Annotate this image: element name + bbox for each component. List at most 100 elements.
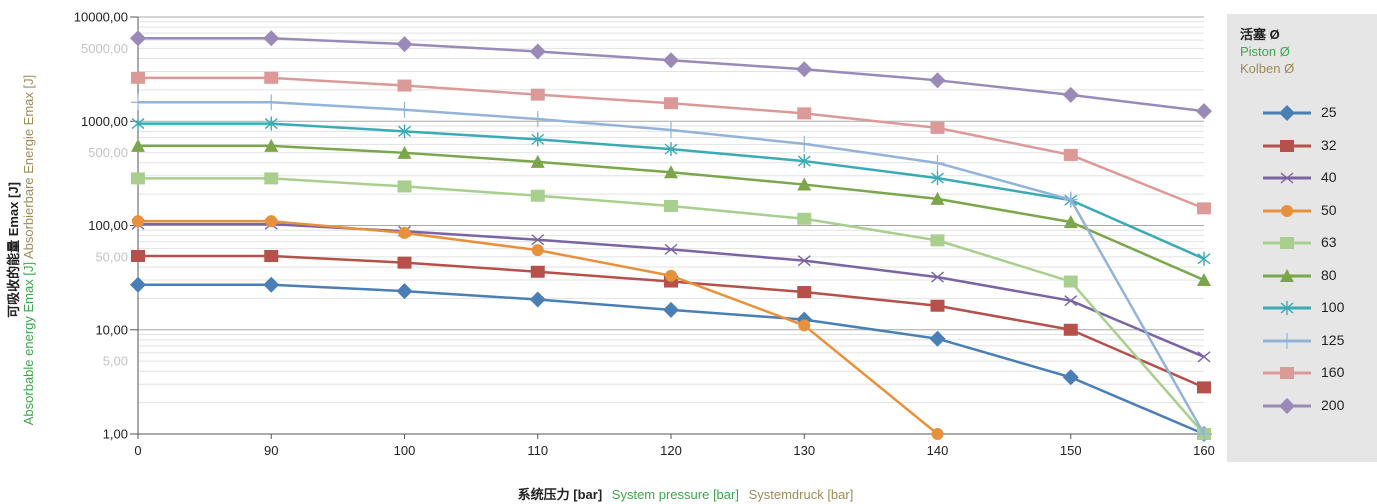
data-point <box>930 121 945 134</box>
legend-label: 50 <box>1321 201 1337 218</box>
y-tick-label-minor: 50,00 <box>95 249 128 264</box>
data-point <box>263 30 280 47</box>
legend-marker <box>1280 367 1294 379</box>
legend-item-80: 80 <box>1227 263 1377 289</box>
data-point <box>664 165 678 179</box>
x-tick-label: 100 <box>394 443 416 458</box>
legend-label: 63 <box>1321 234 1337 250</box>
data-point <box>131 172 145 185</box>
data-point <box>265 215 278 228</box>
legend-label: 32 <box>1321 136 1337 153</box>
legend-title-zh: 活塞 Ø <box>1240 27 1280 42</box>
data-point <box>929 72 946 89</box>
data-point <box>1197 381 1211 394</box>
y-tick-label: 10,00 <box>95 322 128 337</box>
y-tick-label-minor: 500,00 <box>88 145 128 160</box>
legend-item-50: 50 <box>1227 198 1377 224</box>
data-point <box>131 138 145 152</box>
x-tick-label: 0 <box>134 443 141 458</box>
data-point <box>1063 275 1078 288</box>
series-63 <box>131 172 1211 440</box>
data-point <box>397 180 412 193</box>
data-point <box>530 111 545 128</box>
data-point <box>1197 351 1211 363</box>
x-axis-label: 系统压力 [bar] System pressure [bar] Systemd… <box>0 484 1377 503</box>
data-point <box>530 265 545 278</box>
data-point <box>264 172 279 185</box>
legend-item-40: 40 <box>1227 165 1377 191</box>
data-point <box>930 191 945 205</box>
legend-marker <box>1281 204 1293 217</box>
legend-marker <box>1280 172 1294 184</box>
data-point <box>1062 86 1079 103</box>
data-point <box>1063 215 1078 229</box>
legend-item-125: 125 <box>1227 328 1377 354</box>
legend-label: 80 <box>1321 266 1337 283</box>
legend-marker <box>1280 268 1294 282</box>
data-point <box>1063 191 1078 208</box>
series-100 <box>131 116 1211 266</box>
data-point <box>132 215 144 228</box>
data-point <box>529 43 546 60</box>
x-axis-label-de: Systemdruck [bar] <box>748 487 854 502</box>
legend-swatch <box>1263 105 1311 121</box>
y-axis-label: 可吸收的能量 Emax [J] Absorbable energy Emax [… <box>6 30 46 470</box>
legend-marker <box>1280 237 1294 249</box>
series-125 <box>131 94 1211 442</box>
data-point <box>931 271 944 283</box>
legend-label: 125 <box>1321 331 1345 348</box>
data-point <box>931 428 944 440</box>
x-tick-label: 90 <box>264 443 278 458</box>
data-point <box>531 234 545 246</box>
x-tick-label: 140 <box>927 443 949 458</box>
legend-marker <box>1280 332 1294 349</box>
data-point <box>1196 103 1212 120</box>
legend-title-en: Piston Ø <box>1240 44 1290 59</box>
legend-title: 活塞 Ø Piston Ø Kolben Ø <box>1240 26 1294 77</box>
y-tick-label: 1000,00 <box>81 114 128 129</box>
data-point <box>398 226 411 239</box>
legend-item-25: 25 <box>1227 100 1377 126</box>
series-200 <box>130 30 1212 120</box>
x-tick-label: 160 <box>1193 443 1215 458</box>
y-tick-label-minor: 5,00 <box>103 354 128 369</box>
data-point <box>130 276 146 293</box>
data-point <box>397 79 412 92</box>
legend-item-32: 32 <box>1227 133 1377 159</box>
legend-swatch <box>1263 301 1311 315</box>
data-point <box>1197 202 1211 215</box>
data-point <box>1197 251 1211 266</box>
legend-label: 40 <box>1321 169 1337 185</box>
data-point <box>664 142 678 157</box>
legend-item-160: 160 <box>1227 360 1377 386</box>
legend-swatch <box>1263 332 1311 349</box>
y-tick-label: 10000,00 <box>74 10 128 25</box>
legend-label: 200 <box>1321 396 1345 413</box>
legend-swatch <box>1263 367 1311 379</box>
data-point <box>264 138 279 152</box>
legend: 活塞 Ø Piston Ø Kolben Ø 25 32 40 50 63 80 100 12… <box>1227 14 1377 462</box>
data-point <box>264 71 279 84</box>
legend-swatch <box>1263 237 1311 249</box>
data-point <box>264 94 279 111</box>
data-point <box>1063 323 1078 336</box>
y-axis-label-zh: 可吸收的能量 Emax [J] <box>6 182 21 318</box>
data-point <box>1062 369 1079 386</box>
series-line-40 <box>138 222 1205 358</box>
series-50 <box>132 215 944 440</box>
data-point <box>131 249 145 262</box>
data-point <box>797 286 812 299</box>
data-point <box>131 116 145 131</box>
data-point <box>131 94 145 111</box>
data-point <box>664 199 678 212</box>
legend-item-100: 100 <box>1227 295 1377 321</box>
data-point <box>796 61 813 78</box>
data-point <box>664 97 678 110</box>
data-point <box>396 36 413 53</box>
legend-swatch <box>1263 397 1311 414</box>
data-point <box>130 30 146 47</box>
data-point <box>398 124 411 139</box>
legend-item-200: 200 <box>1227 393 1377 419</box>
data-point <box>931 171 944 186</box>
x-tick-label: 110 <box>527 443 548 458</box>
